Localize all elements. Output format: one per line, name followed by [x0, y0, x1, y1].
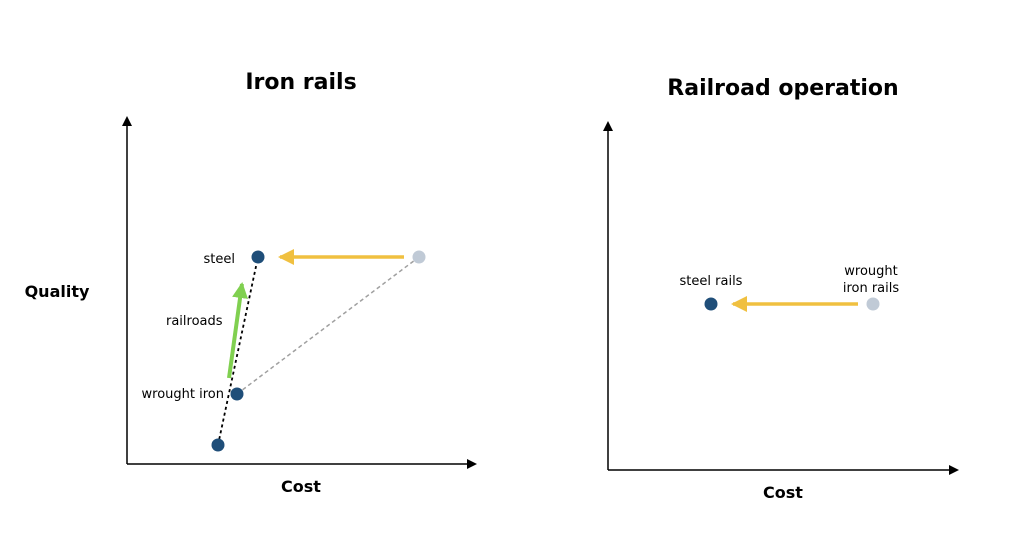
wrought-iron-rails-point — [866, 297, 880, 311]
wrought-iron-label: wrought iron — [142, 387, 224, 402]
left-x-axis-label: Cost — [281, 477, 321, 496]
steel-label: steel — [204, 252, 235, 267]
left-y-axis-label: Quality — [25, 282, 90, 301]
gray-dashed-line — [236, 256, 420, 395]
left-panel: Iron rails Quality Cost steel railroads … — [25, 70, 477, 496]
wrought-iron-rails-label-line2: iron rails — [843, 281, 900, 296]
left-panel-title: Iron rails — [245, 70, 356, 95]
right-panel: Railroad operation Cost steel rails wrou… — [603, 76, 959, 502]
wrought-iron-point — [230, 387, 244, 401]
wrought-iron-rails-label-line1: wrought — [844, 264, 897, 279]
railroads-label: railroads — [166, 314, 223, 329]
steel-point — [251, 250, 265, 264]
steel-rails-point — [704, 297, 718, 311]
right-panel-title: Railroad operation — [667, 76, 898, 101]
light-point — [412, 250, 426, 264]
black-dotted-line — [217, 256, 259, 446]
steel-rails-label: steel rails — [680, 274, 743, 289]
green-railroads-arrow — [227, 282, 249, 379]
right-x-axis-label: Cost — [763, 483, 803, 502]
bottom-point — [211, 438, 225, 452]
